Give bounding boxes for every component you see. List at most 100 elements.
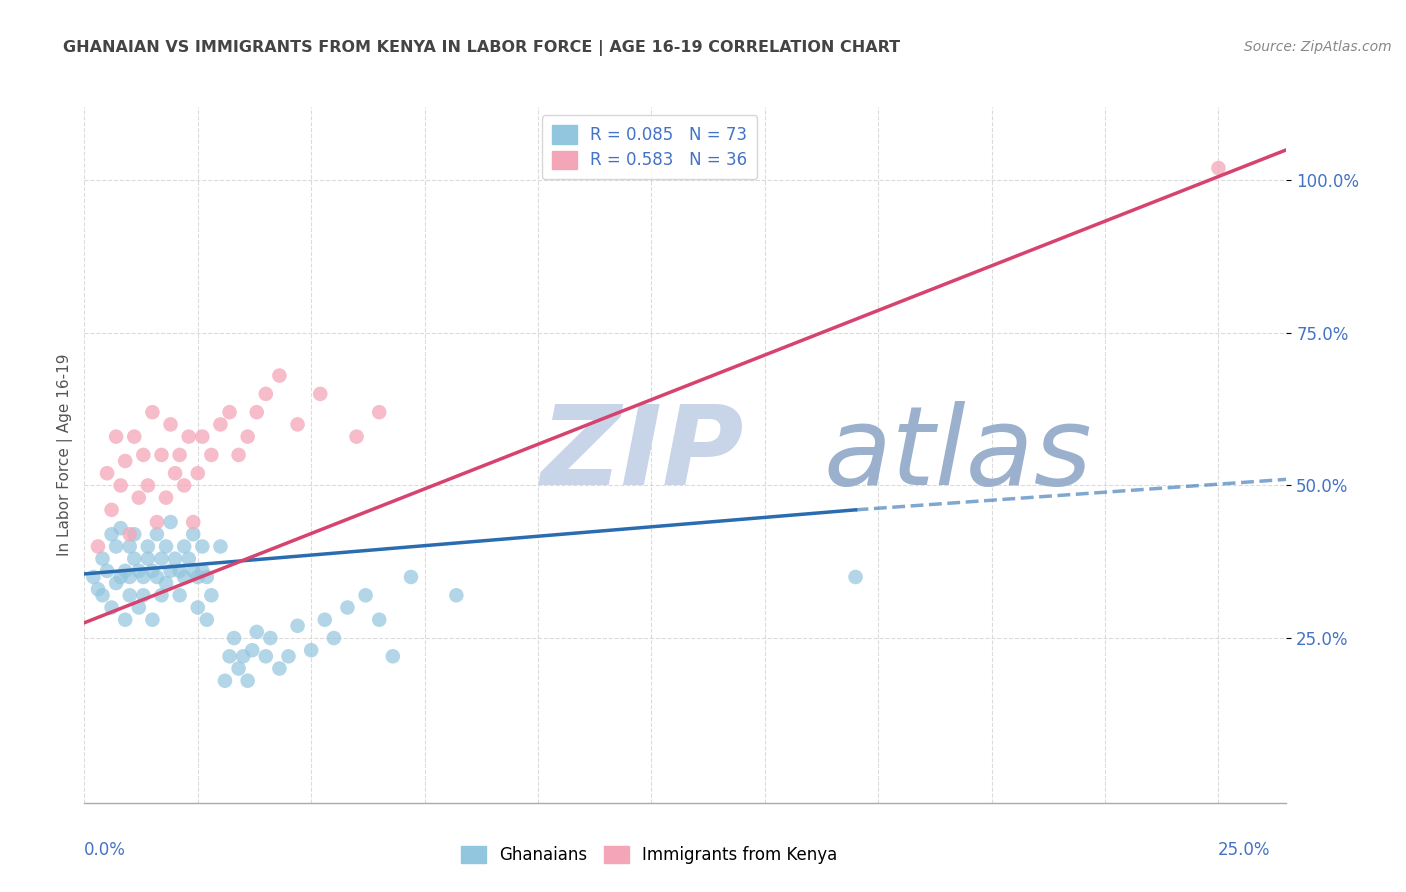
- Point: [287, 619, 309, 633]
- Point: [159, 564, 181, 578]
- Point: [118, 588, 141, 602]
- Point: [100, 600, 122, 615]
- Point: [132, 570, 155, 584]
- Point: [128, 600, 150, 615]
- Point: [240, 643, 263, 657]
- Point: [122, 429, 145, 443]
- Point: [322, 631, 344, 645]
- Point: [114, 564, 136, 578]
- Point: [200, 448, 222, 462]
- Point: [446, 588, 468, 602]
- Point: [146, 515, 169, 529]
- Point: [136, 540, 159, 554]
- Point: [368, 405, 391, 419]
- Point: [146, 570, 169, 584]
- Point: [222, 631, 245, 645]
- Point: [232, 649, 254, 664]
- Point: [173, 570, 195, 584]
- Point: [209, 417, 232, 432]
- Point: [259, 631, 281, 645]
- Point: [100, 503, 122, 517]
- Point: [169, 588, 191, 602]
- Point: [187, 467, 209, 481]
- Point: [187, 570, 209, 584]
- Point: [228, 448, 250, 462]
- Text: GHANAIAN VS IMMIGRANTS FROM KENYA IN LABOR FORCE | AGE 16-19 CORRELATION CHART: GHANAIAN VS IMMIGRANTS FROM KENYA IN LAB…: [63, 40, 900, 56]
- Text: 25.0%: 25.0%: [1218, 841, 1271, 859]
- Text: atlas: atlas: [824, 401, 1092, 508]
- Point: [254, 649, 277, 664]
- Point: [150, 448, 173, 462]
- Point: [1208, 161, 1230, 175]
- Point: [132, 448, 155, 462]
- Point: [132, 588, 155, 602]
- Point: [122, 527, 145, 541]
- Point: [169, 564, 191, 578]
- Point: [136, 551, 159, 566]
- Point: [96, 467, 118, 481]
- Point: [177, 429, 200, 443]
- Point: [141, 405, 163, 419]
- Point: [346, 429, 368, 443]
- Point: [236, 673, 259, 688]
- Y-axis label: In Labor Force | Age 16-19: In Labor Force | Age 16-19: [58, 353, 73, 557]
- Text: Source: ZipAtlas.com: Source: ZipAtlas.com: [1244, 40, 1392, 54]
- Point: [122, 551, 145, 566]
- Point: [159, 417, 181, 432]
- Point: [246, 405, 269, 419]
- Point: [146, 527, 169, 541]
- Point: [191, 540, 214, 554]
- Point: [181, 564, 204, 578]
- Point: [105, 576, 128, 591]
- Text: ZIP: ZIP: [541, 401, 745, 508]
- Point: [110, 570, 132, 584]
- Point: [128, 491, 150, 505]
- Point: [128, 564, 150, 578]
- Point: [110, 521, 132, 535]
- Point: [195, 570, 218, 584]
- Point: [141, 564, 163, 578]
- Point: [287, 417, 309, 432]
- Point: [236, 429, 259, 443]
- Point: [155, 576, 177, 591]
- Point: [155, 491, 177, 505]
- Point: [181, 527, 204, 541]
- Point: [159, 515, 181, 529]
- Point: [165, 467, 187, 481]
- Point: [191, 564, 214, 578]
- Point: [118, 570, 141, 584]
- Point: [277, 649, 299, 664]
- Point: [299, 643, 322, 657]
- Point: [169, 448, 191, 462]
- Point: [114, 454, 136, 468]
- Point: [141, 613, 163, 627]
- Point: [173, 540, 195, 554]
- Point: [91, 551, 114, 566]
- Point: [173, 478, 195, 492]
- Point: [269, 368, 291, 383]
- Point: [218, 649, 240, 664]
- Point: [214, 673, 236, 688]
- Point: [91, 588, 114, 602]
- Point: [118, 540, 141, 554]
- Point: [136, 478, 159, 492]
- Point: [399, 570, 422, 584]
- Point: [187, 600, 209, 615]
- Point: [177, 551, 200, 566]
- Point: [110, 478, 132, 492]
- Point: [228, 661, 250, 675]
- Point: [200, 588, 222, 602]
- Point: [181, 515, 204, 529]
- Point: [218, 405, 240, 419]
- Point: [195, 613, 218, 627]
- Point: [96, 564, 118, 578]
- Point: [155, 540, 177, 554]
- Point: [105, 540, 128, 554]
- Point: [246, 624, 269, 639]
- Point: [105, 429, 128, 443]
- Point: [254, 387, 277, 401]
- Point: [309, 387, 332, 401]
- Point: [269, 661, 291, 675]
- Point: [82, 570, 104, 584]
- Point: [87, 582, 110, 597]
